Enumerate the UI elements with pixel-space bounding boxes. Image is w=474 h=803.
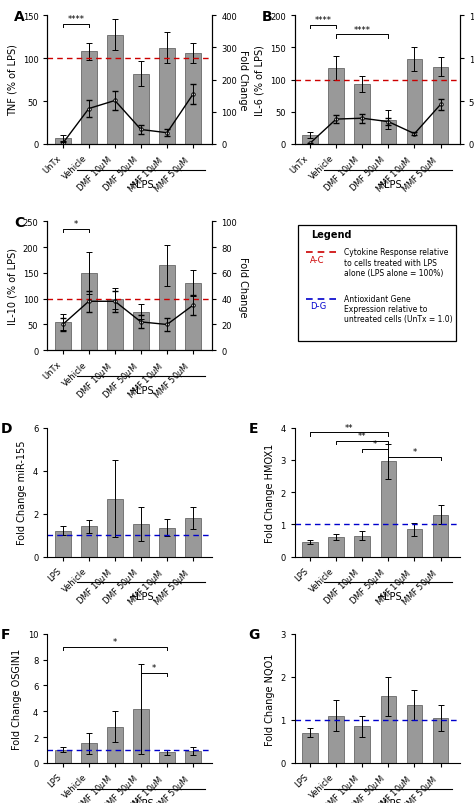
Text: *: *: [412, 447, 417, 456]
Y-axis label: Fold Change miR-155: Fold Change miR-155: [18, 440, 27, 544]
Bar: [185, 54, 201, 145]
Text: +LPS: +LPS: [375, 180, 401, 190]
Bar: [355, 536, 370, 556]
Bar: [433, 515, 448, 556]
Text: F: F: [1, 628, 11, 642]
Y-axis label: IL-6 (% of LPS): IL-6 (% of LPS): [255, 45, 264, 116]
FancyBboxPatch shape: [298, 226, 456, 342]
Text: C: C: [14, 216, 25, 230]
Bar: [302, 733, 318, 763]
Bar: [55, 323, 71, 351]
Bar: [328, 537, 344, 556]
Y-axis label: Fold Change OSGIN1: Fold Change OSGIN1: [12, 648, 22, 749]
Bar: [55, 531, 71, 556]
Bar: [355, 85, 370, 145]
Text: *: *: [73, 220, 78, 229]
Bar: [133, 75, 149, 145]
Bar: [328, 69, 344, 145]
Bar: [107, 499, 123, 556]
Text: +LPS: +LPS: [375, 592, 401, 601]
Bar: [185, 752, 201, 763]
Bar: [159, 528, 175, 556]
Text: +LPS: +LPS: [128, 180, 154, 190]
Y-axis label: Fold Change: Fold Change: [238, 256, 248, 316]
Text: ****: ****: [354, 26, 371, 35]
Bar: [107, 727, 123, 763]
Bar: [302, 136, 318, 145]
Bar: [433, 67, 448, 145]
Text: ****: ****: [315, 16, 332, 25]
Y-axis label: IL-10 (% of LPS): IL-10 (% of LPS): [7, 248, 17, 325]
Text: *: *: [113, 638, 117, 646]
Bar: [159, 752, 175, 763]
Y-axis label: Fold Change NQO1: Fold Change NQO1: [265, 652, 275, 744]
Text: A-C: A-C: [310, 255, 324, 264]
Text: Cytokine Response relative
to cells treated with LPS
alone (LPS alone = 100%): Cytokine Response relative to cells trea…: [344, 248, 449, 278]
Bar: [355, 727, 370, 763]
Y-axis label: Fold Change HMOX1: Fold Change HMOX1: [265, 443, 275, 542]
Text: ****: ****: [67, 15, 84, 24]
Bar: [407, 705, 422, 763]
Bar: [407, 529, 422, 556]
Text: Antioxidant Gene
Expression relative to
untreated cells (UnTx = 1.0): Antioxidant Gene Expression relative to …: [344, 294, 453, 324]
Text: D: D: [1, 422, 13, 435]
Bar: [302, 542, 318, 556]
Y-axis label: TNF (% of LPS): TNF (% of LPS): [7, 44, 17, 116]
Text: *: *: [152, 663, 156, 672]
Bar: [185, 284, 201, 351]
Text: *: *: [373, 439, 377, 448]
Text: **: **: [345, 423, 354, 432]
Bar: [81, 52, 97, 145]
Bar: [159, 49, 175, 145]
Bar: [381, 696, 396, 763]
Bar: [107, 36, 123, 145]
Bar: [133, 312, 149, 351]
Text: +LPS: +LPS: [128, 592, 154, 601]
Text: E: E: [249, 422, 258, 435]
Bar: [55, 139, 71, 145]
Bar: [159, 266, 175, 351]
Bar: [433, 718, 448, 763]
Text: G: G: [249, 628, 260, 642]
Text: +LPS: +LPS: [128, 797, 154, 803]
Y-axis label: Fold Change: Fold Change: [238, 51, 248, 111]
Bar: [185, 518, 201, 556]
Bar: [81, 744, 97, 763]
Text: B: B: [262, 10, 273, 23]
Bar: [381, 462, 396, 556]
Bar: [81, 527, 97, 556]
Text: +LPS: +LPS: [375, 797, 401, 803]
Text: +LPS: +LPS: [128, 385, 154, 396]
Bar: [407, 60, 422, 145]
Text: D-G: D-G: [310, 302, 326, 311]
Bar: [133, 524, 149, 556]
Bar: [107, 300, 123, 351]
Text: **: **: [358, 431, 366, 440]
Bar: [328, 715, 344, 763]
Bar: [381, 120, 396, 145]
Bar: [55, 750, 71, 763]
Bar: [133, 709, 149, 763]
Text: Legend: Legend: [311, 230, 352, 240]
Text: A: A: [14, 10, 25, 23]
Bar: [81, 274, 97, 351]
